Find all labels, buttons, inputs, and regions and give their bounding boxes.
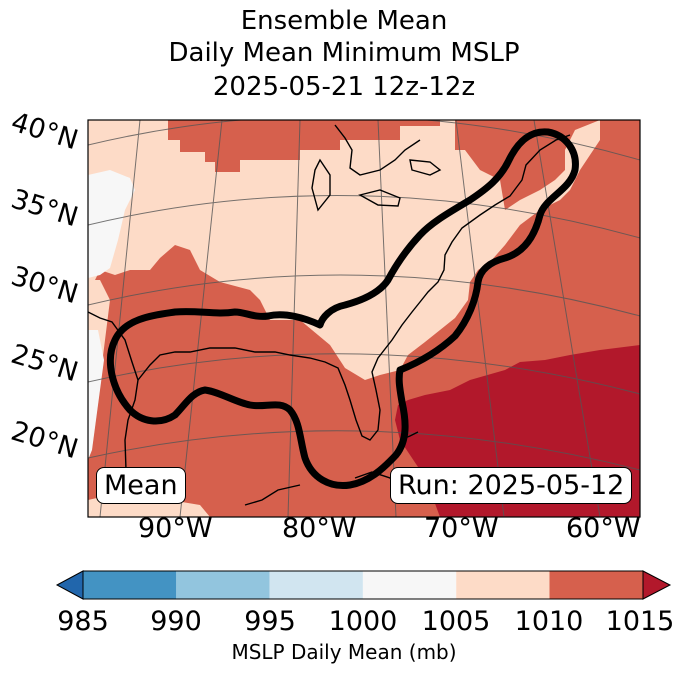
title-line-2: Daily Mean Minimum MSLP xyxy=(168,38,520,68)
colorbar-tick-995: 995 xyxy=(244,606,296,637)
colorbar-label: MSLP Daily Mean (mb) xyxy=(231,640,457,664)
field-1000-west xyxy=(88,170,135,278)
colorbar-tick-1005: 1005 xyxy=(421,606,491,637)
run-date-box: Run: 2025-05-12 xyxy=(390,467,633,504)
colorbar-extend-low xyxy=(55,570,84,600)
colorbar-bin-1010-1015 xyxy=(549,571,643,599)
colorbar-bin-995-1000 xyxy=(269,571,363,599)
field-1005-region xyxy=(88,120,600,380)
colorbar-tick-985: 985 xyxy=(57,606,109,637)
colorbar xyxy=(55,570,672,600)
colorbar-tick-990: 990 xyxy=(150,606,202,637)
colorbar-tick-1015: 1015 xyxy=(605,606,675,637)
graticule xyxy=(88,120,640,517)
lon-label-90w: 90°W xyxy=(138,513,213,544)
map-frame xyxy=(87,119,641,518)
colorbar-bin-985-990 xyxy=(83,571,177,599)
lon-label-70w: 70°W xyxy=(424,513,499,544)
contour-1010 xyxy=(106,128,579,490)
colorbar-tick-1010: 1010 xyxy=(514,606,584,637)
lon-label-60w: 60°W xyxy=(566,513,641,544)
title-line-1: Ensemble Mean xyxy=(240,6,448,36)
lon-label-80w: 80°W xyxy=(282,513,357,544)
colorbar-bin-1005-1010 xyxy=(456,571,550,599)
colorbar-bin-1000-1005 xyxy=(362,571,457,599)
mean-label-box: Mean xyxy=(96,467,186,504)
colorbar-tick-1000: 1000 xyxy=(328,606,398,637)
colorbar-bin-990-995 xyxy=(176,571,270,599)
title-line-3: 2025-05-21 12z-12z xyxy=(212,72,476,102)
field-1000-southwest xyxy=(88,330,104,460)
pressure-field xyxy=(88,120,640,517)
colorbar-extend-high xyxy=(642,570,672,600)
